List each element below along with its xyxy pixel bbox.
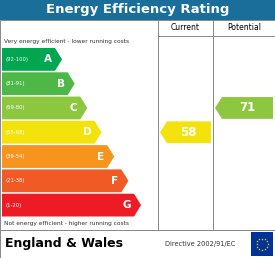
Text: B: B (57, 79, 65, 89)
Text: G: G (123, 200, 131, 210)
Text: (55-68): (55-68) (5, 130, 25, 135)
Text: (69-80): (69-80) (5, 106, 25, 110)
Text: D: D (83, 127, 92, 137)
Text: Potential: Potential (227, 23, 261, 33)
Polygon shape (2, 194, 141, 216)
Text: Energy Efficiency Rating: Energy Efficiency Rating (46, 4, 229, 17)
Polygon shape (2, 48, 62, 71)
Text: (81-91): (81-91) (5, 81, 25, 86)
Bar (0, 230, 275, 258)
Text: 58: 58 (180, 126, 197, 139)
Polygon shape (160, 121, 211, 143)
Text: Very energy efficient - lower running costs: Very energy efficient - lower running co… (4, 39, 129, 44)
Text: (1-20): (1-20) (5, 203, 21, 208)
Bar (251, 232, 273, 256)
Polygon shape (215, 97, 273, 119)
Polygon shape (2, 121, 101, 144)
Polygon shape (2, 170, 128, 192)
Bar (0, 20, 275, 230)
Text: E: E (97, 151, 104, 162)
Text: 71: 71 (239, 101, 255, 115)
Text: F: F (111, 176, 119, 186)
Text: (21-38): (21-38) (5, 178, 24, 183)
Text: Not energy efficient - higher running costs: Not energy efficient - higher running co… (4, 222, 129, 227)
Polygon shape (2, 145, 114, 168)
Polygon shape (2, 72, 75, 95)
Polygon shape (2, 96, 87, 119)
Text: (92-100): (92-100) (5, 57, 28, 62)
Bar (0, 0, 275, 20)
Text: (39-54): (39-54) (5, 154, 24, 159)
Text: Directive 2002/91/EC: Directive 2002/91/EC (165, 241, 235, 247)
Text: Current: Current (171, 23, 200, 33)
Text: A: A (44, 54, 52, 64)
Text: England & Wales: England & Wales (5, 238, 123, 251)
Text: C: C (70, 103, 77, 113)
